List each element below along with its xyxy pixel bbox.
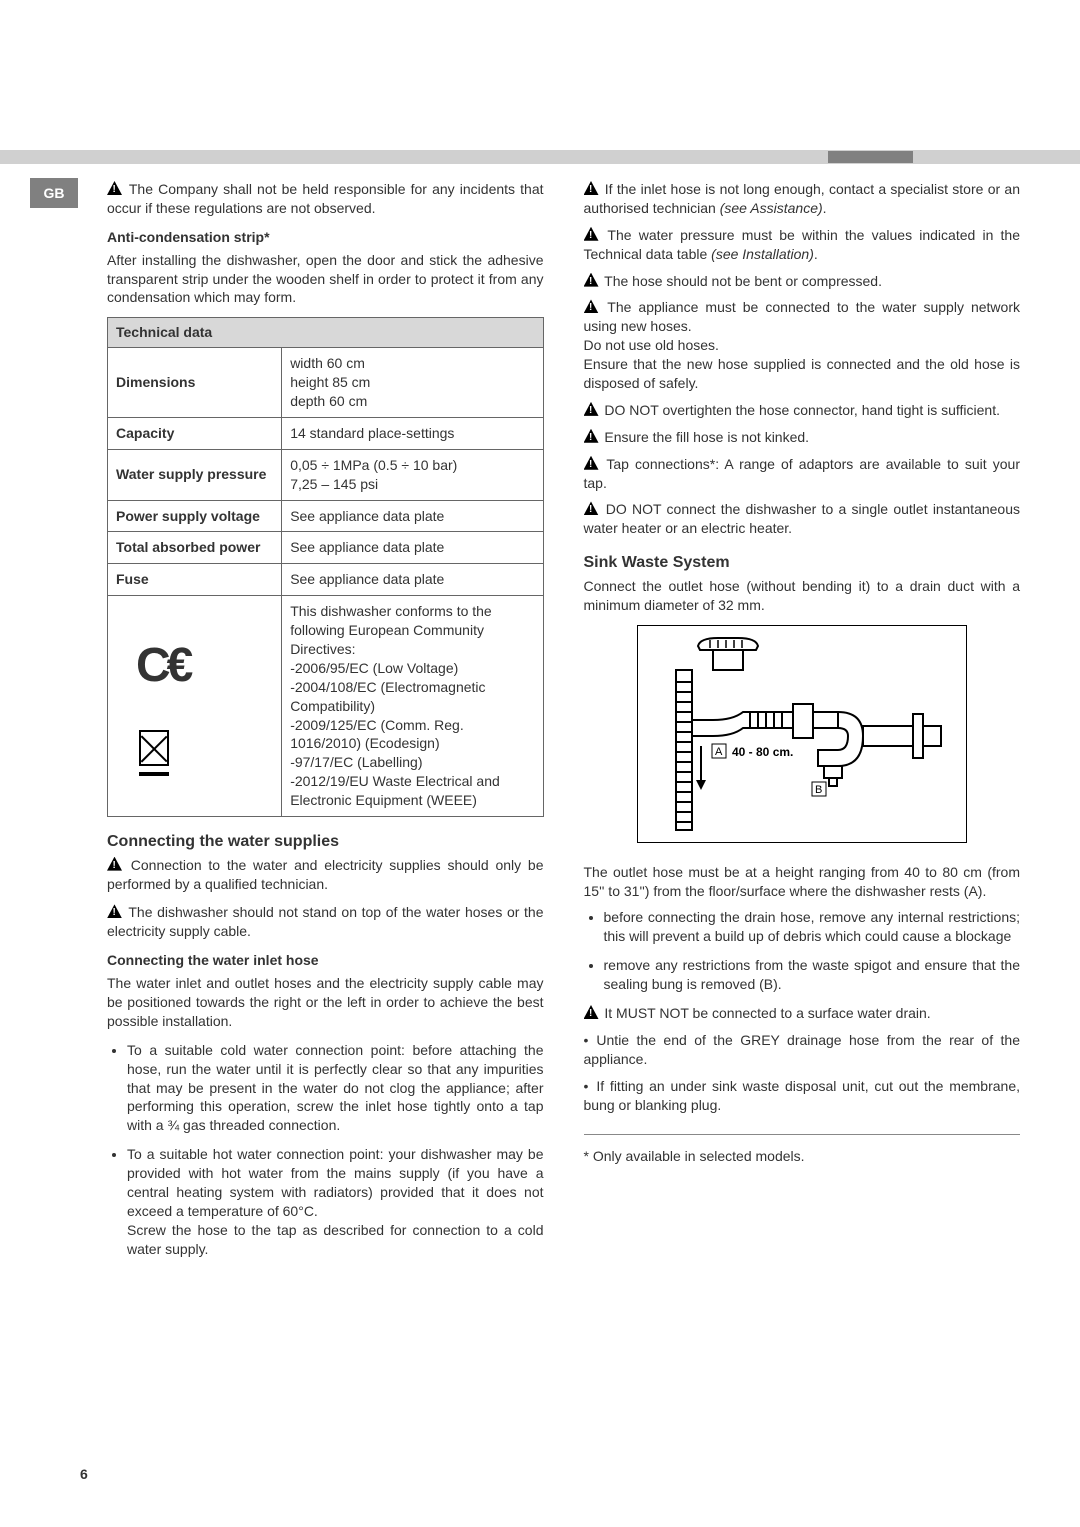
table-row: C€ This dishwasher conforms to the follo… — [108, 596, 544, 817]
warning-icon — [584, 429, 599, 443]
outlet-height-text: The outlet hose must be at a height rang… — [584, 863, 1021, 901]
inlet-hose-heading: Connecting the water inlet hose — [107, 951, 544, 970]
warn-old-hoses: Do not use old hoses. — [584, 336, 1021, 355]
warning-icon — [584, 273, 599, 287]
diagram-dim-label: 40 - 80 cm. — [732, 745, 793, 759]
warning-icon — [584, 299, 599, 313]
right-column: If the inlet hose is not long enough, co… — [584, 180, 1021, 1269]
warn-heater: DO NOT connect the dishwasher to a singl… — [584, 500, 1021, 538]
warn-new-hoses: The appliance must be connected to the w… — [584, 298, 1021, 336]
footnote: * Only available in selected models. — [584, 1147, 1021, 1166]
left-column: The Company shall not be held responsibl… — [107, 180, 544, 1269]
warning-icon — [584, 456, 599, 470]
table-row: Capacity 14 standard place-settings — [108, 417, 544, 449]
warn-tap-adaptors: Tap connections*: A range of adaptors ar… — [584, 455, 1021, 493]
warn-dispose: Ensure that the new hose supplied is con… — [584, 355, 1021, 393]
sink-diagram-svg: A 40 - 80 cm. B — [638, 626, 968, 844]
inlet-bullets: To a suitable cold water connection poin… — [107, 1041, 544, 1259]
anti-condensation-heading: Anti-condensation strip* — [107, 228, 544, 247]
warning-icon — [584, 181, 599, 195]
connecting-supplies-heading: Connecting the water supplies — [107, 831, 544, 853]
weee-bar — [139, 772, 169, 776]
inlet-hose-text: The water inlet and outlet hoses and the… — [107, 974, 544, 1031]
warn-kinked: Ensure the fill hose is not kinked. — [584, 428, 1021, 447]
table-row: Water supply pressure 0,05 ÷ 1MPa (0.5 ÷… — [108, 449, 544, 500]
outlet-bullets: before connecting the drain hose, remove… — [584, 908, 1021, 994]
warning-icon — [584, 402, 599, 416]
warning-icon — [584, 1005, 599, 1019]
list-item: before connecting the drain hose, remove… — [604, 908, 1021, 946]
warning-icon — [584, 501, 599, 515]
warn-bent: The hose should not be bent or compresse… — [584, 272, 1021, 291]
table-header: Technical data — [108, 318, 544, 348]
sink-diagram: A 40 - 80 cm. B — [637, 625, 967, 843]
list-item: To a suitable hot water connection point… — [127, 1145, 544, 1258]
svg-text:B: B — [815, 784, 822, 796]
warn-inlet-length: If the inlet hose is not long enough, co… — [584, 180, 1021, 218]
table-row: Power supply voltage See appliance data … — [108, 500, 544, 532]
main-content: The Company shall not be held responsibl… — [107, 180, 1020, 1269]
warning-icon — [107, 904, 122, 918]
warning-icon — [584, 227, 599, 241]
fitting-text: If fitting an under sink waste disposal … — [584, 1077, 1021, 1115]
svg-text:A: A — [715, 746, 723, 758]
list-item: remove any restrictions from the waste s… — [604, 956, 1021, 994]
connecting-warn1: Connection to the water and electricity … — [107, 856, 544, 894]
sink-waste-text: Connect the outlet hose (without bending… — [584, 577, 1021, 615]
anti-condensation-text: After installing the dishwasher, open th… — [107, 251, 544, 308]
warn-overtighten: DO NOT overtighten the hose connector, h… — [584, 401, 1021, 420]
warn-surface-drain: It MUST NOT be connected to a surface wa… — [584, 1004, 1021, 1023]
table-row: Fuse See appliance data plate — [108, 564, 544, 596]
sink-waste-heading: Sink Waste System — [584, 552, 1021, 574]
table-row: Dimensions width 60 cm height 85 cm dept… — [108, 348, 544, 418]
ce-mark-icon: C€ — [116, 636, 273, 710]
page-number: 6 — [80, 1466, 88, 1482]
language-badge: GB — [30, 178, 78, 208]
untie-text: Untie the end of the GREY drainage hose … — [584, 1031, 1021, 1069]
connecting-warn2: The dishwasher should not stand on top o… — [107, 903, 544, 941]
warn-pressure: The water pressure must be within the va… — [584, 226, 1021, 264]
weee-icon — [139, 730, 169, 766]
list-item: To a suitable cold water connection poin… — [127, 1041, 544, 1135]
header-bar-dark — [828, 151, 913, 163]
responsibility-note: The Company shall not be held responsibl… — [107, 180, 544, 218]
technical-data-table: Technical data Dimensions width 60 cm he… — [107, 317, 544, 817]
warning-icon — [107, 857, 122, 871]
warning-icon — [107, 181, 122, 195]
header-bar — [0, 150, 1080, 164]
table-row: Total absorbed power See appliance data … — [108, 532, 544, 564]
